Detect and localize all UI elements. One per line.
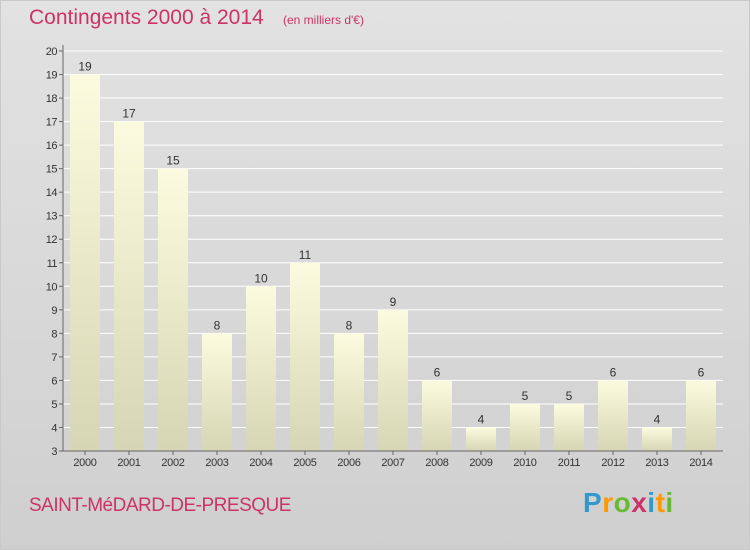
y-tick-label: 10 bbox=[46, 281, 58, 293]
x-tick-label: 2010 bbox=[513, 457, 536, 469]
bar-value-label: 8 bbox=[214, 318, 221, 332]
y-tick-label: 8 bbox=[51, 328, 57, 340]
bar-value-label: 5 bbox=[522, 389, 529, 403]
bar-value-label: 6 bbox=[610, 365, 617, 379]
y-tick-label: 18 bbox=[46, 93, 58, 105]
bar-value-label: 5 bbox=[566, 389, 573, 403]
y-tick-label: 13 bbox=[46, 211, 58, 223]
y-tick-label: 5 bbox=[51, 399, 57, 411]
logo-letter: t bbox=[655, 487, 666, 518]
x-tick-label: 2008 bbox=[425, 457, 448, 469]
bar bbox=[598, 380, 628, 451]
y-tick-label: 17 bbox=[46, 117, 58, 129]
logo-letter: i bbox=[647, 487, 656, 518]
y-tick-label: 4 bbox=[51, 422, 57, 434]
x-tick-label: 2013 bbox=[645, 457, 668, 469]
logo-letter: r bbox=[602, 487, 614, 518]
chart-title: Contingents 2000 à 2014 bbox=[29, 6, 264, 29]
bar bbox=[422, 380, 452, 451]
x-tick-label: 2005 bbox=[293, 457, 316, 469]
x-tick-label: 2000 bbox=[73, 457, 96, 469]
x-tick-label: 2004 bbox=[249, 457, 272, 469]
y-tick-label: 20 bbox=[46, 46, 58, 58]
x-tick-label: 2007 bbox=[381, 457, 404, 469]
bar bbox=[202, 333, 232, 451]
x-tick-label: 2006 bbox=[337, 457, 360, 469]
bar bbox=[114, 121, 144, 452]
x-tick-label: 2009 bbox=[469, 457, 492, 469]
commune-name: SAINT-MéDARD-DE-PRESQUE bbox=[29, 495, 291, 516]
chart-subtitle: (en milliers d'€) bbox=[283, 13, 364, 27]
x-tick-label: 2002 bbox=[161, 457, 184, 469]
y-tick-label: 19 bbox=[46, 70, 58, 82]
bar bbox=[246, 286, 276, 451]
y-tick-label: 15 bbox=[46, 164, 58, 176]
x-tick-label: 2001 bbox=[117, 457, 140, 469]
bar bbox=[334, 333, 364, 451]
bar-value-label: 15 bbox=[166, 154, 180, 168]
bar-value-label: 8 bbox=[346, 318, 353, 332]
bar bbox=[510, 403, 540, 451]
y-tick-label: 12 bbox=[46, 234, 58, 246]
bar bbox=[290, 262, 320, 451]
bar bbox=[686, 380, 716, 451]
bar-value-label: 6 bbox=[698, 365, 705, 379]
bar-value-label: 6 bbox=[434, 365, 441, 379]
y-tick-label: 9 bbox=[51, 305, 57, 317]
bar bbox=[70, 74, 100, 451]
y-tick-label: 7 bbox=[51, 352, 57, 364]
logo-letter: o bbox=[613, 487, 632, 518]
bar-value-label: 19 bbox=[78, 60, 92, 74]
bar-value-label: 11 bbox=[299, 248, 312, 262]
logo-letter: P bbox=[583, 487, 603, 518]
x-tick-label: 2014 bbox=[689, 457, 712, 469]
bar bbox=[378, 309, 408, 451]
bar-value-label: 4 bbox=[654, 412, 661, 426]
proxiti-logo: Proxiti bbox=[583, 487, 674, 519]
axes: 3 4 5 6 7 8 9 10 11 12 13 14 15 16 17 18 19 20 2000 2001 200… bbox=[46, 45, 723, 469]
bar-value-label: 10 bbox=[254, 271, 268, 285]
bar-value-label: 17 bbox=[122, 107, 136, 121]
y-tick-label: 6 bbox=[51, 375, 57, 387]
bars bbox=[70, 74, 716, 452]
data-labels: 19 17 15 8 10 11 8 9 6 4 5 5 6 4 6 bbox=[78, 60, 704, 427]
bar bbox=[554, 403, 584, 451]
bar bbox=[466, 427, 496, 451]
bar-value-label: 4 bbox=[478, 412, 485, 426]
y-tick-label: 16 bbox=[46, 140, 58, 152]
x-tick-label: 2011 bbox=[558, 457, 581, 469]
y-tick-label: 14 bbox=[46, 187, 58, 199]
y-tick-label: 3 bbox=[51, 446, 57, 458]
bar-value-label: 9 bbox=[390, 295, 397, 309]
y-tick-label: 11 bbox=[47, 258, 58, 270]
logo-letter: i bbox=[665, 487, 674, 518]
bar bbox=[158, 168, 188, 451]
logo-letter: x bbox=[631, 487, 648, 518]
bar bbox=[642, 427, 672, 451]
x-tick-label: 2003 bbox=[205, 457, 228, 469]
x-tick-label: 2012 bbox=[601, 457, 624, 469]
